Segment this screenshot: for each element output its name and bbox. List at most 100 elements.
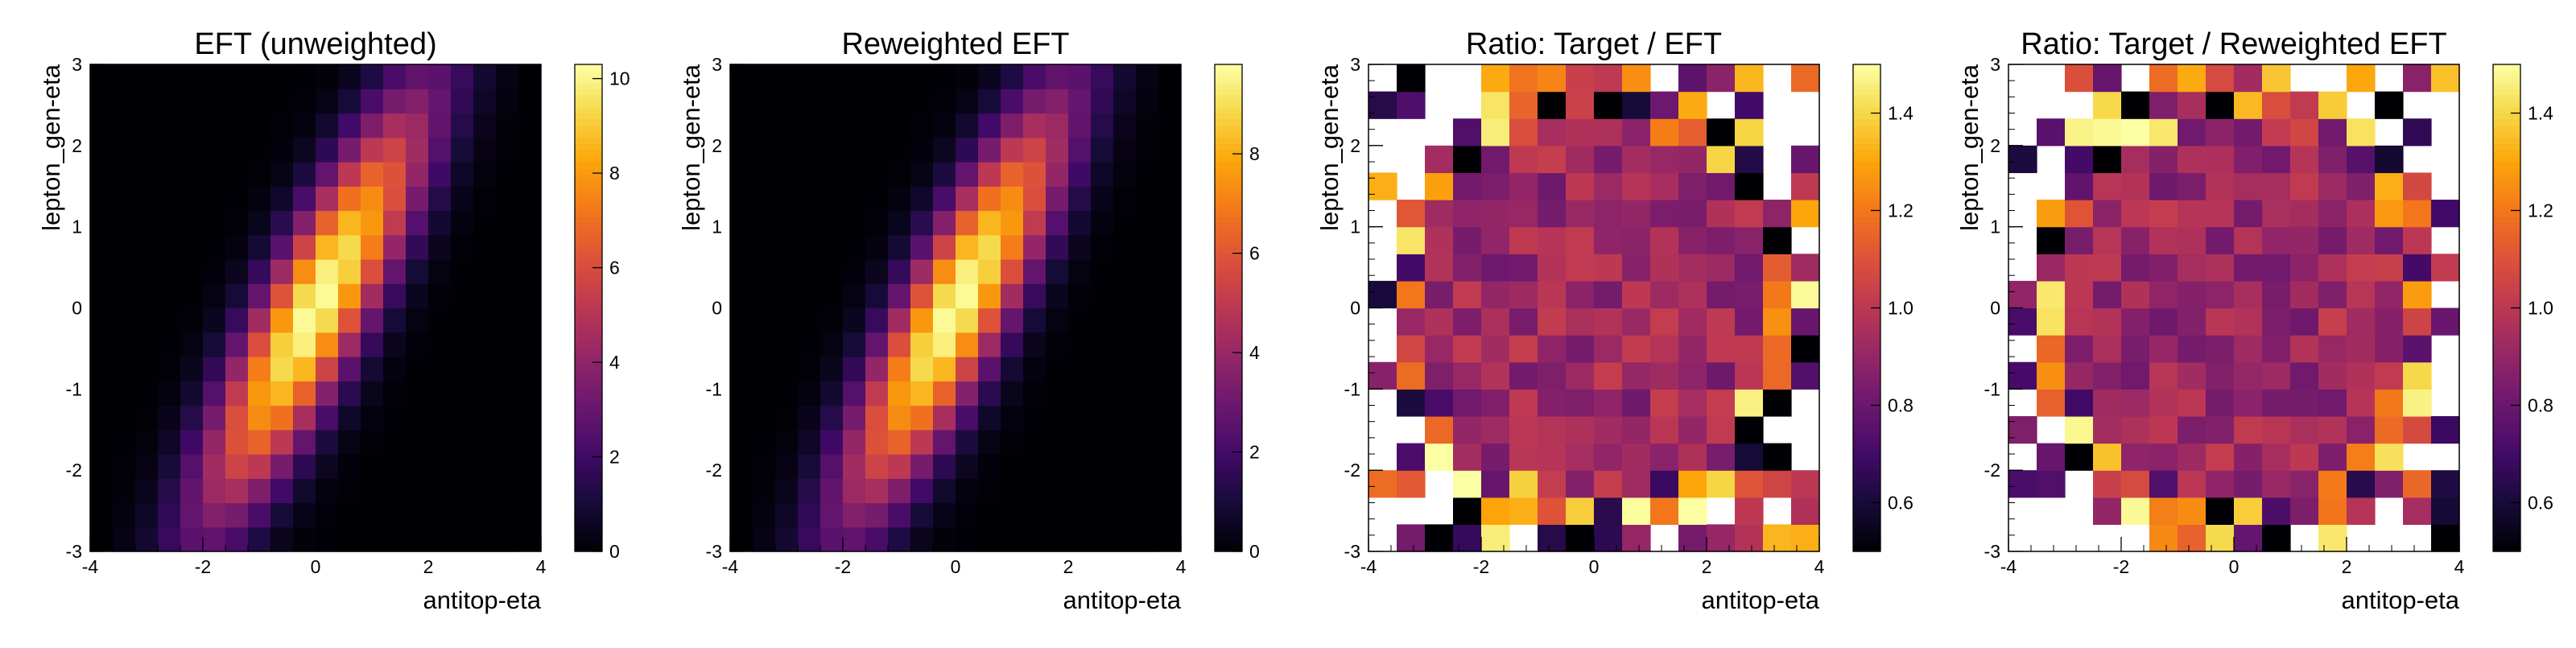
heatmap-cell [1453,118,1482,147]
heatmap-cell [888,162,911,187]
heatmap-cell [775,526,799,552]
heatmap-cell [406,526,429,552]
colorbar-segment [575,429,602,436]
chart-title: EFT (unweighted) [194,27,436,61]
heatmap-cell [1481,307,1510,336]
heatmap-cell [2178,470,2207,498]
colorbar-segment [575,295,602,303]
heatmap-cell [1538,64,1567,93]
heatmap-cell [843,307,866,333]
heatmap-cell [1453,470,1482,498]
heatmap-cell [316,89,339,114]
heatmap-cell [933,405,956,431]
heatmap-cell [910,64,934,89]
colorbar-segment [2493,119,2520,126]
colorbar-segment [1215,174,1242,181]
heatmap-cell [2149,64,2178,93]
heatmap-cell [1397,335,1426,363]
heatmap-cell [2037,254,2066,282]
colorbar-segment [1853,155,1880,163]
heatmap-cell [316,332,339,357]
heatmap-cell [1425,335,1454,363]
heatmap-cell [451,357,474,382]
heatmap-cell [1481,335,1510,363]
heatmap-cell [135,89,159,114]
heatmap-cell [248,429,271,455]
heatmap-cell [428,307,452,333]
heatmap-cell [2178,415,2207,444]
colorbar-segment [575,545,602,552]
heatmap-cell [1791,200,1820,228]
heatmap-cell [293,478,316,504]
heatmap-cell [1068,162,1092,187]
heatmap-cell [180,405,204,431]
heatmap-cell [956,502,979,528]
heatmap-cell [293,357,316,382]
heatmap-cell [338,89,361,114]
y-axis-label: lepton_gen-eta [1955,64,1984,231]
heatmap-cell [1566,307,1595,336]
heatmap-cell [2290,415,2319,444]
colorbar-segment [575,350,602,357]
heatmap-cell [338,526,361,552]
heatmap-cell [496,283,519,309]
heatmap-cell [2121,172,2150,200]
heatmap-cell [361,283,384,309]
heatmap-cell [820,162,844,187]
heatmap-cell [1068,137,1092,163]
heatmap-cell [2008,280,2037,309]
colorbar-segment [1215,149,1242,157]
heatmap-cell [1791,361,1820,390]
heatmap-cell [798,405,821,431]
heatmap-cell [910,234,934,260]
heatmap-cell [2234,389,2263,417]
heatmap-cell [180,64,204,89]
heatmap-cell [1707,280,1736,309]
heatmap-cell [248,502,271,528]
heatmap-cell [383,234,407,260]
heatmap-cell [1594,361,1623,390]
colorbar-segment [2493,89,2520,96]
heatmap-cell [338,259,361,284]
heatmap-cell [428,162,452,187]
heatmap-cell [1397,91,1426,119]
heatmap-cell [910,259,934,284]
heatmap-cell [1509,254,1538,282]
heatmap-cell [2431,470,2460,498]
heatmap-cell [910,454,934,479]
heatmap-cell [1678,200,1707,228]
heatmap-cell [910,283,934,309]
heatmap-cell [135,357,159,382]
colorbar-segment [1853,217,1880,224]
heatmap-cell [2234,470,2263,498]
heatmap-cell [798,381,821,407]
colorbar-segment [2493,162,2520,169]
colorbar-segment [1853,514,1880,522]
colorbar-segment [575,417,602,424]
heatmap-cell [1650,280,1679,309]
heatmap-cell [293,186,316,212]
colorbar-segment [1215,162,1242,169]
heatmap-cell [496,64,519,89]
y-tick-label: 1 [72,217,82,237]
heatmap-cell [248,526,271,552]
heatmap-cell [775,381,799,407]
heatmap-cell [225,357,249,382]
colorbar-segment [2493,174,2520,181]
heatmap-cell [316,357,339,382]
heatmap-cell [1678,361,1707,390]
x-tick-label: 4 [536,556,547,577]
colorbar-segment [1853,398,1880,407]
colorbar-segment [1215,344,1242,352]
heatmap-cell [2347,443,2376,471]
heatmap-cell [843,186,866,212]
heatmap-cell [473,307,497,333]
colorbar-segment [1215,125,1242,132]
heatmap-cell [2403,226,2432,254]
colorbar-segment [1215,533,1242,540]
heatmap-cell [1509,172,1538,200]
heatmap-cell [180,234,204,260]
heatmap-cell [775,234,799,260]
heatmap-cell [2178,64,2207,93]
heatmap-cell [1001,259,1024,284]
